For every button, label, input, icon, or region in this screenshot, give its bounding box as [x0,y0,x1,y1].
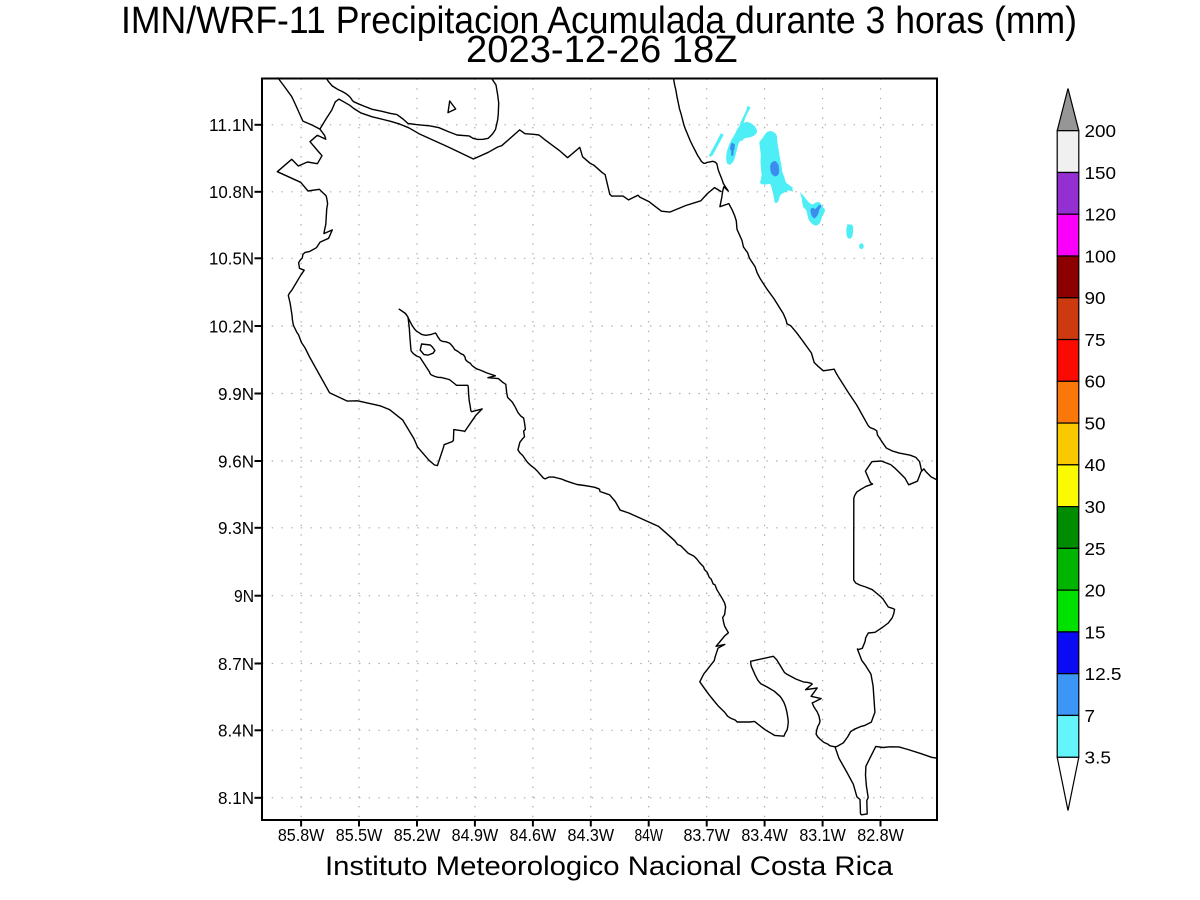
svg-text:9.3N: 9.3N [218,518,254,538]
svg-text:85.8W: 85.8W [278,825,325,845]
svg-text:200: 200 [1085,121,1117,141]
svg-text:9.9N: 9.9N [218,384,254,404]
svg-text:150: 150 [1085,163,1117,183]
svg-text:20: 20 [1085,581,1106,601]
svg-text:75: 75 [1085,330,1106,350]
svg-text:120: 120 [1085,205,1117,225]
svg-text:30: 30 [1085,497,1106,517]
svg-text:82.8W: 82.8W [857,825,904,845]
svg-text:84.3W: 84.3W [568,825,615,845]
svg-text:8.4N: 8.4N [218,721,254,741]
svg-text:10.8N: 10.8N [209,182,254,202]
svg-text:15: 15 [1085,622,1106,642]
svg-text:60: 60 [1085,372,1106,392]
svg-text:7: 7 [1085,706,1096,726]
svg-text:12.5: 12.5 [1085,664,1122,684]
svg-text:85.5W: 85.5W [336,825,383,845]
svg-text:100: 100 [1085,246,1117,266]
svg-text:IMN/WRF-11 Precipitacion Acumu: IMN/WRF-11 Precipitacion Acumulada duran… [121,0,1077,42]
svg-text:9.6N: 9.6N [218,451,254,471]
svg-text:84W: 84W [634,825,663,845]
svg-text:8.7N: 8.7N [218,654,254,674]
svg-text:83.4W: 83.4W [741,825,788,845]
svg-text:3.5: 3.5 [1085,748,1112,768]
svg-text:2023-12-26 18Z: 2023-12-26 18Z [466,29,738,71]
svg-text:83.1W: 83.1W [799,825,846,845]
svg-text:84.9W: 84.9W [452,825,499,845]
svg-text:10.5N: 10.5N [209,249,254,269]
svg-text:8.1N: 8.1N [218,788,254,808]
svg-text:84.6W: 84.6W [510,825,557,845]
svg-text:Instituto Meteorologico Nacion: Instituto Meteorologico Nacional Costa R… [325,851,893,881]
svg-text:11.1N: 11.1N [209,115,254,135]
svg-text:90: 90 [1085,288,1106,308]
svg-text:10.2N: 10.2N [209,316,254,336]
svg-text:85.2W: 85.2W [394,825,441,845]
svg-text:40: 40 [1085,455,1106,475]
svg-text:50: 50 [1085,414,1106,434]
svg-text:25: 25 [1085,539,1106,559]
svg-text:83.7W: 83.7W [683,825,730,845]
svg-text:9N: 9N [234,586,254,606]
